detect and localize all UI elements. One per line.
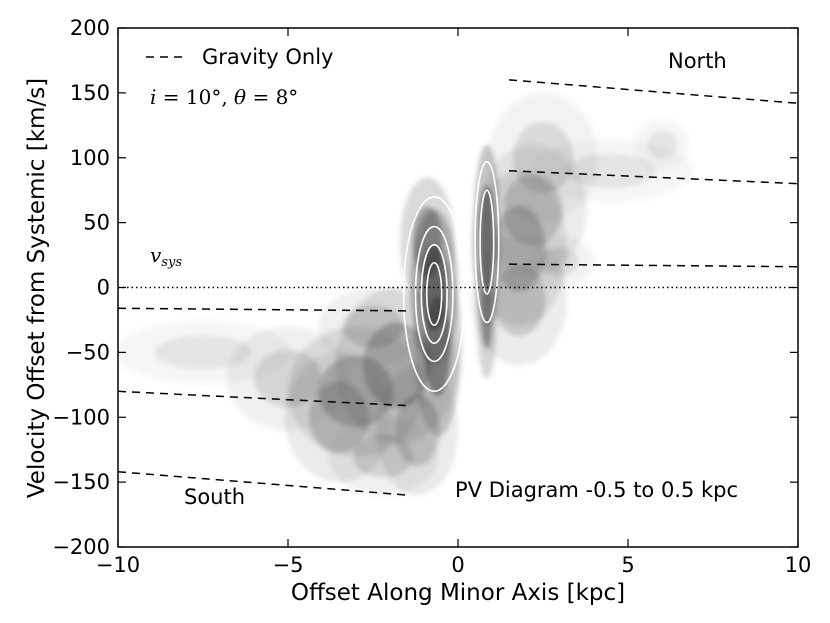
vsys-label: vsys [150,243,182,270]
y-tick-label: −150 [52,470,110,494]
contour-line [479,189,495,295]
north-label: North [668,49,727,73]
x-tick-label: −5 [273,553,304,577]
x-axis-label: Offset Along Minor Axis [kpc] [291,580,625,606]
contour-line [414,225,454,363]
y-tick-label: 0 [97,276,110,300]
gravity-model-lines [118,79,798,496]
gravity-model-line [508,79,798,105]
emission-clump-core [566,153,656,188]
inclination-angle-annotation: i = 10°, θ = 8° [150,85,298,109]
gravity-model-line [508,169,798,185]
y-tick-label: 150 [70,81,110,105]
y-tick-label: 200 [70,16,110,40]
legend-entry-gravity-only: Gravity Only [202,45,333,69]
x-tick-label: −10 [96,553,140,577]
south-label: South [184,485,245,509]
gravity-model-line [118,390,408,407]
emission-contours [402,160,500,393]
emission-clump-core [353,434,414,478]
contour-line [474,160,500,324]
legend: Gravity Only [146,45,333,69]
emission-clump-core [343,305,403,348]
x-tick-label: 10 [785,553,812,577]
contour-line [402,195,466,393]
emission-clump-core [541,247,579,276]
y-tick-label: 100 [70,146,110,170]
contour-line [420,243,448,345]
x-tick-label: 5 [621,553,634,577]
y-tick-label: −50 [66,340,110,364]
emission-clump-core [412,206,443,278]
emission-clump-core [154,335,252,370]
y-tick-label: 50 [83,211,110,235]
panel-title: PV Diagram -0.5 to 0.5 kpc [455,478,738,502]
gravity-model-line [118,307,408,312]
y-tick-label: −100 [52,405,110,429]
gravity-model-line [508,263,798,268]
contour-line [425,262,443,326]
emission-clump-core [493,264,546,337]
x-tick-label: 0 [451,553,464,577]
emission-clump-core [647,130,677,160]
y-tick-label: −200 [52,535,110,559]
emission-image [118,92,693,496]
gravity-model-line [118,470,408,496]
y-axis-label: Velocity Offset from Systemic [km/s] [24,78,50,498]
